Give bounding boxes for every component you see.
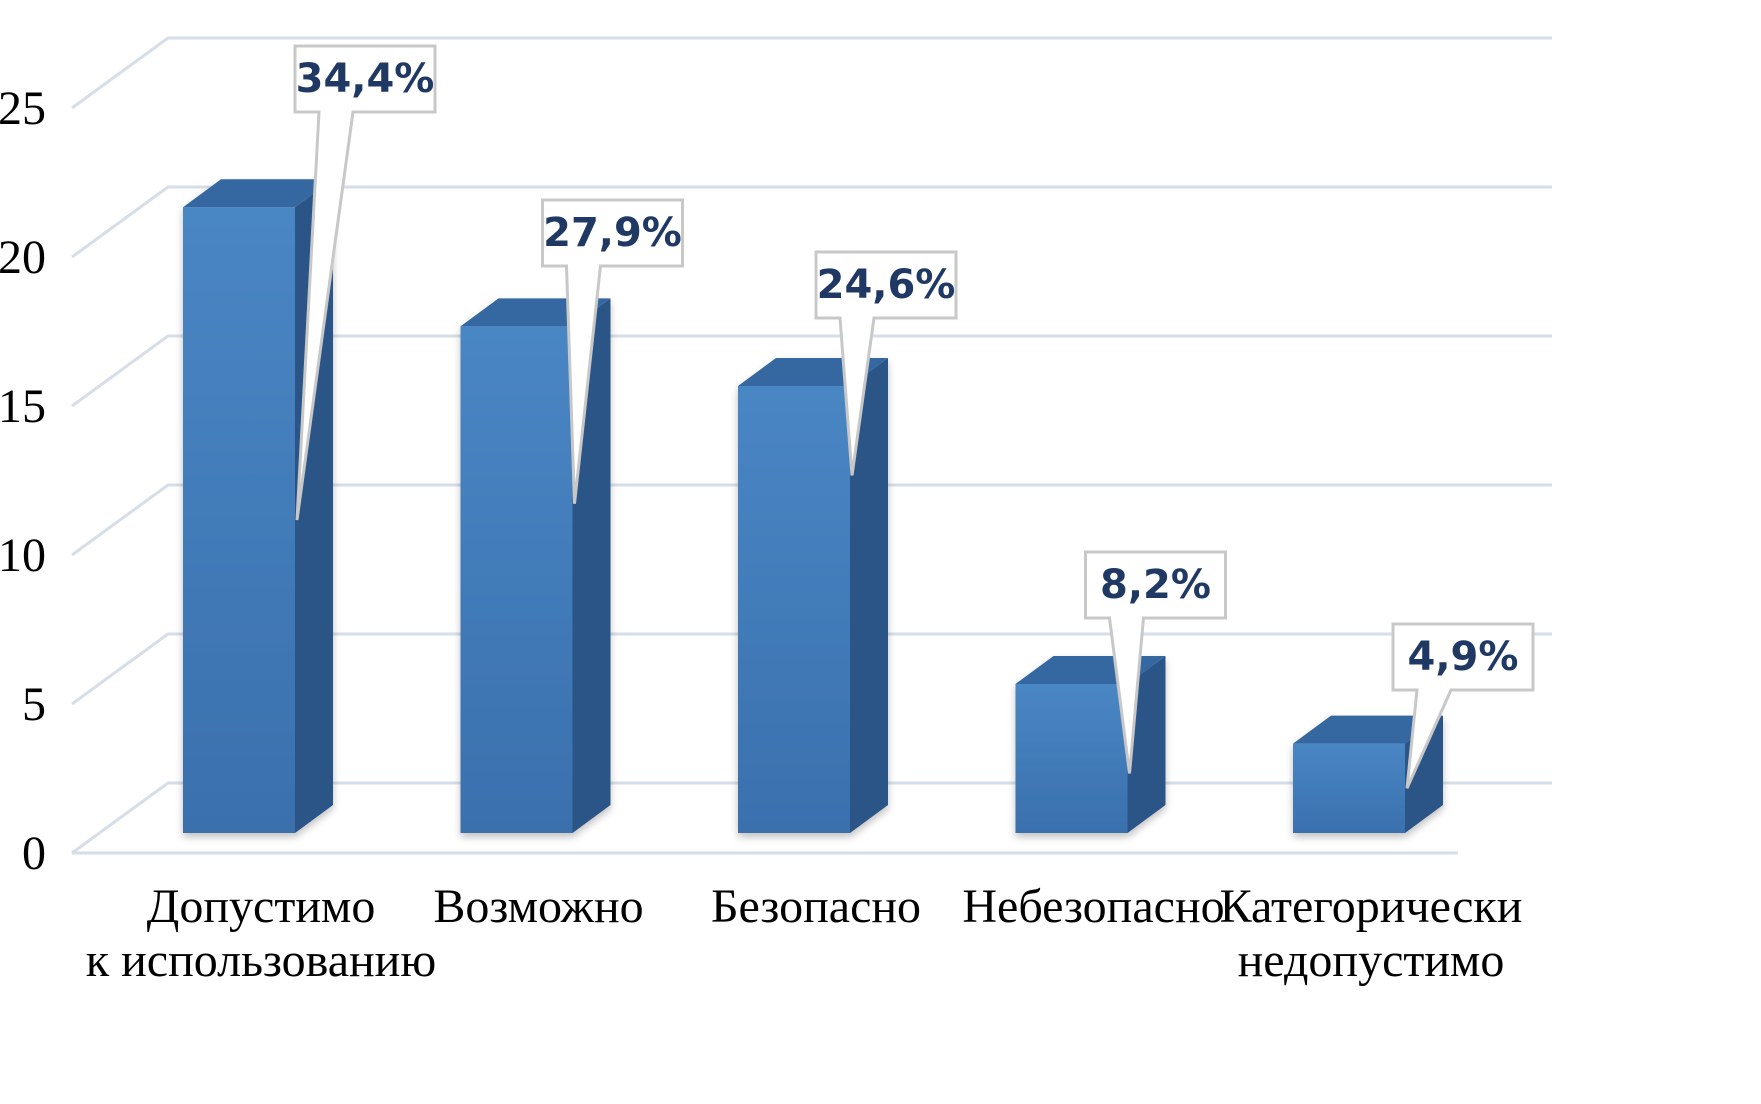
bar-front bbox=[183, 207, 295, 833]
bars bbox=[183, 179, 1443, 833]
bar-side bbox=[850, 358, 888, 833]
x-category-label-line: к использованию bbox=[86, 934, 436, 987]
gridline bbox=[71, 483, 1552, 557]
data-label: 34,4% bbox=[293, 44, 437, 521]
gridline bbox=[71, 36, 1552, 110]
bar-front bbox=[738, 386, 850, 833]
data-label-callout bbox=[1084, 550, 1227, 774]
x-category-label-line: Безопасно bbox=[711, 880, 921, 933]
x-category-label: Допустимо к использованию bbox=[86, 880, 436, 987]
x-category-label-line: Небезопасно bbox=[962, 880, 1224, 933]
x-category-label: Возможно bbox=[433, 880, 643, 933]
x-category-label-line: недопустимо bbox=[1238, 934, 1505, 987]
data-label-callout bbox=[541, 198, 684, 504]
bar-top bbox=[183, 179, 333, 208]
data-label-callout bbox=[293, 44, 437, 521]
x-category-label: Категорически недопустимо bbox=[1220, 880, 1523, 987]
x-category-label: Безопасно bbox=[711, 880, 921, 933]
data-label: 8,2% bbox=[1084, 550, 1227, 774]
gridline bbox=[71, 185, 1552, 259]
data-label-callout bbox=[814, 250, 958, 476]
y-tick-label: 25 bbox=[0, 82, 46, 135]
gridline bbox=[71, 632, 1552, 706]
data-label: 4,9% bbox=[1391, 622, 1535, 789]
bar bbox=[183, 179, 333, 833]
x-category-label-line: Возможно bbox=[433, 880, 643, 933]
gridline bbox=[71, 334, 1552, 408]
y-tick-label: 5 bbox=[22, 678, 46, 731]
bar bbox=[1015, 656, 1166, 833]
y-tick-label: 0 bbox=[22, 827, 46, 880]
bar-front bbox=[460, 326, 573, 833]
gridlines bbox=[71, 36, 1552, 855]
x-category-label-line: Допустимо bbox=[147, 880, 376, 933]
data-labels: 34,4% 27,9% 24,6% 8,2% 4,9% bbox=[293, 44, 1535, 789]
data-label-callout bbox=[1391, 622, 1535, 789]
x-category-label-line: Категорически bbox=[1220, 880, 1523, 933]
data-label-value: 27,9% bbox=[543, 210, 682, 256]
bar-front bbox=[1015, 684, 1128, 833]
y-axis-tick-labels: 0 5 10 15 20 25 bbox=[0, 82, 46, 880]
bar-side bbox=[295, 179, 333, 833]
x-category-label: Небезопасно bbox=[962, 880, 1224, 933]
data-label: 24,6% bbox=[814, 250, 958, 476]
y-tick-label: 20 bbox=[0, 231, 46, 284]
data-label-value: 8,2% bbox=[1100, 562, 1211, 608]
bar-front bbox=[1293, 743, 1405, 833]
y-tick-label: 15 bbox=[0, 380, 46, 433]
bar-top bbox=[1293, 715, 1443, 744]
data-label-value: 24,6% bbox=[817, 262, 956, 308]
y-tick-label: 10 bbox=[0, 529, 46, 582]
bar bbox=[738, 358, 888, 833]
data-label-value: 34,4% bbox=[296, 56, 435, 102]
data-label: 27,9% bbox=[541, 198, 684, 504]
data-label-value: 4,9% bbox=[1408, 634, 1519, 680]
